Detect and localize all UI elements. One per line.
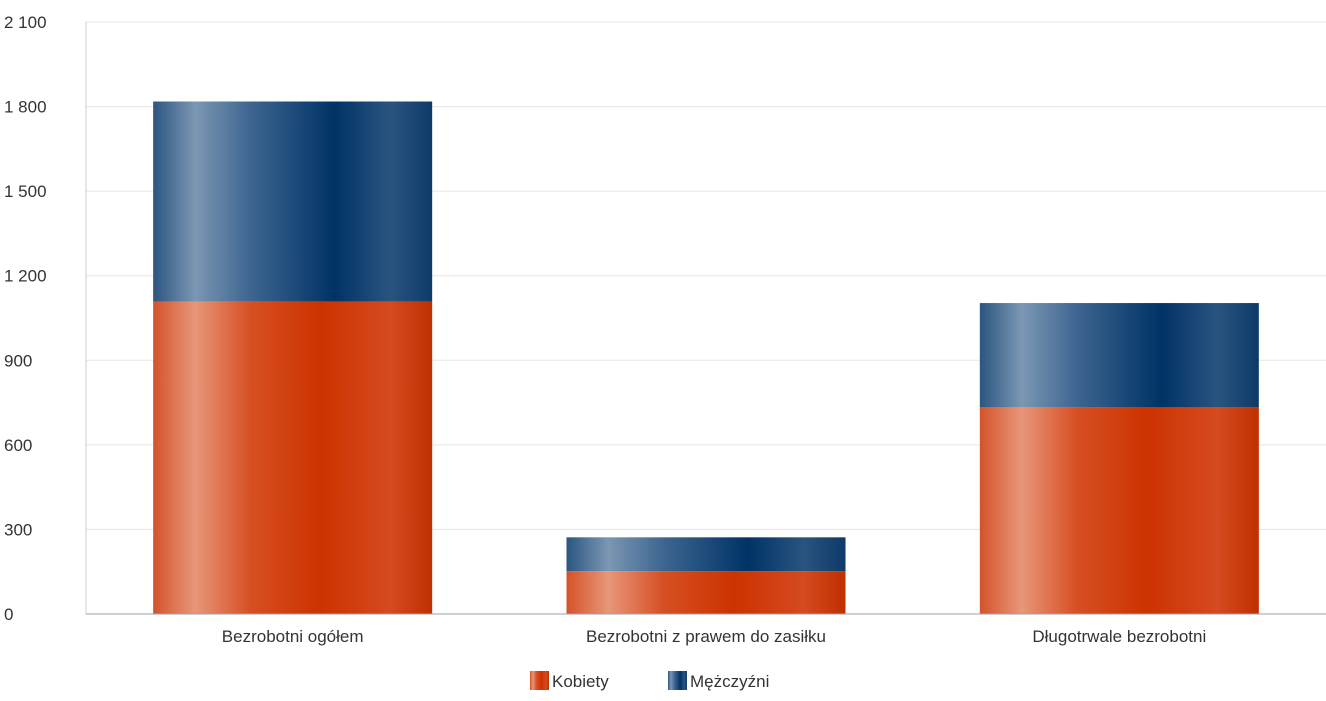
legend-label[interactable]: Mężczyźni [690, 672, 769, 691]
bar-mężczyźni-2[interactable] [979, 303, 1259, 408]
y-tick-label: 1 800 [4, 98, 47, 117]
y-tick-label: 2 100 [4, 13, 47, 32]
x-category-label: Długotrwale bezrobotni [1032, 627, 1206, 646]
y-tick-label: 300 [4, 520, 32, 539]
y-tick-label: 0 [4, 605, 13, 624]
legend-label[interactable]: Kobiety [552, 672, 609, 691]
x-category-label: Bezrobotni z prawem do zasiłku [586, 627, 826, 646]
bar-mężczyźni-0[interactable] [153, 101, 433, 302]
y-tick-label: 1 200 [4, 267, 47, 286]
bar-kobiety-2[interactable] [979, 407, 1259, 614]
y-tick-label: 600 [4, 436, 32, 455]
bar-mężczyźni-1[interactable] [566, 537, 846, 572]
legend-swatch-0[interactable] [530, 671, 549, 690]
x-category-label: Bezrobotni ogółem [222, 627, 364, 646]
y-tick-label: 1 500 [4, 182, 47, 201]
legend-swatch-1[interactable] [668, 671, 687, 690]
bar-kobiety-0[interactable] [153, 301, 433, 614]
bar-kobiety-1[interactable] [566, 571, 846, 614]
y-tick-label: 900 [4, 351, 32, 370]
